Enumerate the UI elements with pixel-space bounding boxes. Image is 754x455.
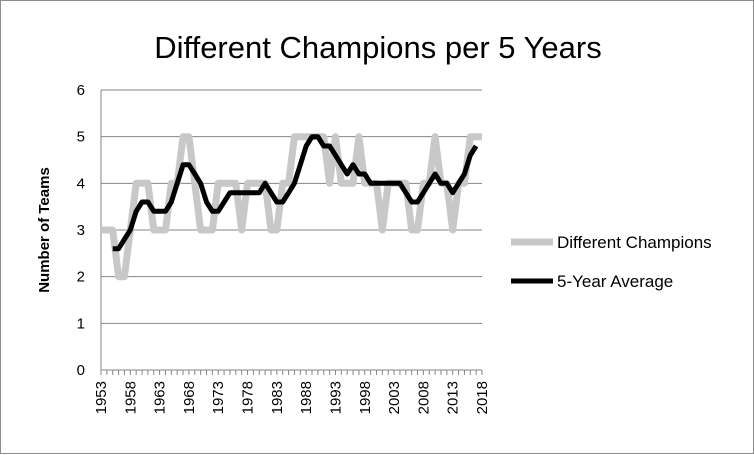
x-tick-label: 2008 — [415, 381, 432, 414]
y-tick-label: 5 — [77, 129, 85, 146]
x-tick-label: 1963 — [152, 381, 169, 414]
y-tick-labels: 0 1 2 3 4 5 6 — [77, 82, 85, 379]
series-line-0 — [101, 133, 482, 281]
y-tick-label: 6 — [77, 82, 85, 99]
x-tick-label: 1983 — [269, 381, 286, 414]
x-tick-label: 1953 — [93, 381, 110, 414]
x-tick-label: 1988 — [298, 381, 315, 414]
x-tick-label: 2013 — [445, 381, 462, 414]
y-tick-label: 1 — [77, 315, 85, 332]
gridlines — [101, 89, 482, 324]
legend-label: 5-Year Average — [557, 272, 673, 291]
x-tick-label: 1973 — [210, 381, 227, 414]
x-tick-label: 2003 — [386, 381, 403, 414]
x-tick-label: 1958 — [122, 381, 139, 414]
x-tick-label: 1968 — [181, 381, 198, 414]
y-axis-label: Number of Teams — [36, 167, 53, 293]
series-line-1 — [112, 134, 479, 252]
x-tick-label: 1978 — [240, 381, 257, 414]
x-tick-label: 1998 — [357, 381, 374, 414]
y-tick-label: 0 — [77, 362, 85, 379]
x-tick-labels: 1953 1958 1963 1968 1973 1978 1983 1988 1993 1998… — [93, 381, 491, 414]
y-tick-label: 2 — [77, 269, 85, 286]
y-tick-label: 3 — [77, 222, 85, 239]
series-lines — [101, 133, 482, 281]
legend-label: Different Champions — [557, 233, 712, 252]
x-tick-label: 2018 — [474, 381, 491, 414]
y-tick-label: 4 — [77, 175, 85, 192]
chart-title: Different Champions per 5 Years — [154, 30, 601, 65]
legend: Different Champions 5-Year Average — [511, 233, 712, 291]
x-tick-label: 1993 — [327, 381, 344, 414]
